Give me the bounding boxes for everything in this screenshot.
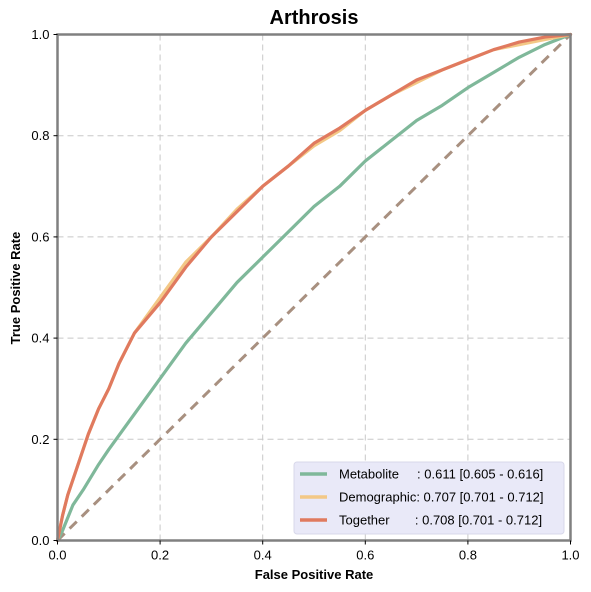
x-tick-label-0: 0.0 — [48, 548, 66, 563]
y-tick-label-2: 0.4 — [31, 331, 49, 346]
x-tick-label-2: 0.4 — [254, 548, 272, 563]
y-tick-label-0: 0.0 — [31, 533, 49, 548]
y-tick-label-3: 0.6 — [31, 229, 49, 244]
grid-lines — [57, 34, 571, 541]
legend-box — [293, 461, 565, 535]
x-tick-label-5: 1.0 — [561, 548, 579, 563]
legend-label-metabolite: Metabolite : 0.611 [0.605 - 0.616] — [339, 467, 543, 482]
chart-title: Arthrosis — [270, 7, 359, 29]
x-axis-ticks: 0.0 0.2 0.4 0.6 0.8 1.0 — [48, 540, 580, 563]
y-tick-label-1: 0.2 — [31, 432, 49, 447]
x-tick-label-3: 0.6 — [356, 548, 374, 563]
x-tick-label-1: 0.2 — [151, 548, 169, 563]
legend: Metabolite : 0.611 [0.605 - 0.616] Demogr… — [293, 461, 565, 535]
y-axis-ticks: 0.0 0.2 0.4 0.6 0.8 1.0 — [31, 27, 58, 548]
legend-label-together: Together : 0.708 [0.701 - 0.712] — [339, 513, 542, 528]
legend-label-demographic: Demographic: 0.707 [0.701 - 0.712] — [339, 490, 544, 505]
y-tick-label-5: 1.0 — [31, 27, 49, 42]
plot-frame — [56, 33, 572, 542]
y-axis-label: True Positive Rate — [8, 232, 23, 345]
x-tick-label-4: 0.8 — [459, 548, 477, 563]
series-line-metabolite — [55, 32, 573, 543]
reference-diagonal — [56, 33, 572, 542]
reference-line — [56, 33, 572, 542]
y-tick-label-4: 0.8 — [31, 128, 49, 143]
series-lines — [55, 32, 573, 543]
x-axis-label: False Positive Rate — [255, 567, 374, 582]
series-line-together — [55, 32, 573, 543]
